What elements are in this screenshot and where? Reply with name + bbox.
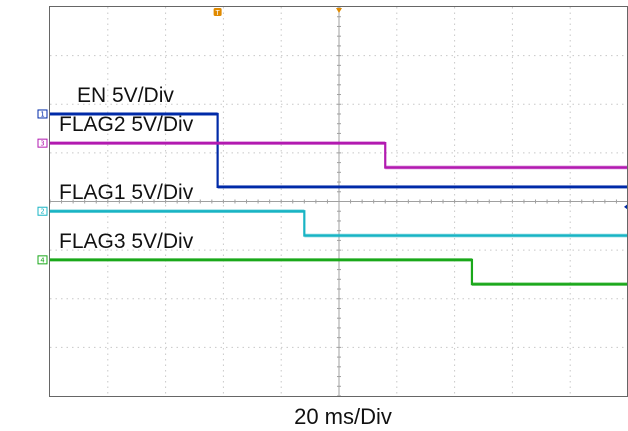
trigger-markers: T xyxy=(213,8,628,210)
trace-1: 1 xyxy=(37,109,628,189)
channel-marker-box xyxy=(37,109,48,119)
trace-line-1 xyxy=(50,112,628,189)
trace-label-3: FLAG2 5V/Div xyxy=(59,113,194,136)
channel-marker-box xyxy=(37,138,48,148)
grid xyxy=(49,6,628,397)
trigger-marker-symbol: T xyxy=(216,9,221,17)
trace-3: 3 xyxy=(37,138,628,170)
channel-marker-3: 3 xyxy=(37,138,48,148)
trace-label-4: FLAG3 5V/Div xyxy=(59,230,194,253)
channel-marker-1: 1 xyxy=(37,109,48,119)
channel-marker-number: 3 xyxy=(40,140,44,148)
trace-line-4 xyxy=(50,258,628,286)
channel-marker-number: 1 xyxy=(40,110,44,118)
x-axis-label: 20 ms/Div xyxy=(294,404,392,429)
trigger-position-marker xyxy=(336,8,342,13)
trace-line-3 xyxy=(50,142,628,169)
channel-marker-number: 4 xyxy=(40,256,44,264)
traces: 1 2 3 4 xyxy=(37,109,628,286)
trace-4: 4 xyxy=(37,255,628,286)
trigger-marker-box xyxy=(213,8,222,16)
trace-line-2 xyxy=(50,210,628,237)
trace-2: 2 xyxy=(37,206,628,238)
channel-marker-number: 2 xyxy=(40,208,44,216)
channel-marker-box xyxy=(37,255,48,265)
trace-label-1: EN 5V/Div xyxy=(77,84,174,107)
channel-marker-4: 4 xyxy=(37,255,48,265)
trace-label-2: FLAG1 5V/Div xyxy=(59,181,194,204)
channel-marker-2: 2 xyxy=(37,206,48,216)
trace-labels: EN 5V/Div FLAG1 5V/Div FLAG2 5V/Div FLAG3 5… xyxy=(59,84,194,253)
channel-marker-box xyxy=(37,206,48,216)
